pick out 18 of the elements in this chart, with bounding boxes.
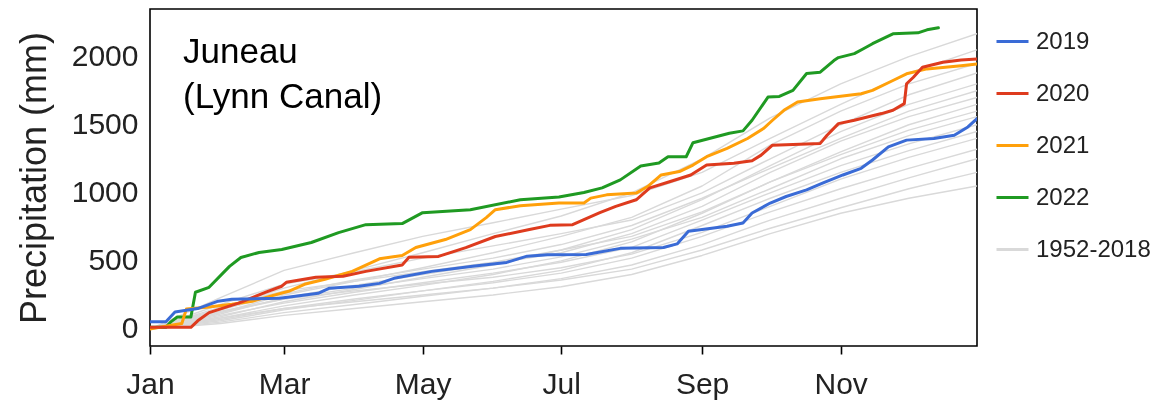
x-tick-label: Jul: [542, 366, 581, 400]
legend-label: 2019: [1036, 26, 1090, 54]
legend-label: 1952-2018: [1036, 234, 1151, 262]
y-tick-label: 1000: [71, 175, 139, 209]
legend-label: 2020: [1036, 78, 1090, 106]
y-tick-label: 0: [121, 311, 139, 345]
text: Juneau (Lynn Canal): [183, 31, 383, 115]
x-tick-label: Sep: [675, 366, 730, 400]
y-tick-label: 500: [88, 243, 139, 277]
x-tick-label: May: [394, 366, 452, 400]
legend-label: 2022: [1036, 182, 1090, 210]
x-tick-label: Nov: [814, 366, 868, 400]
x-tick-label: Mar: [258, 366, 311, 400]
x-tick-label: Jan: [126, 366, 175, 400]
legend-label: 2021: [1036, 130, 1090, 158]
y-axis-title: Precipitation (mm): [12, 31, 54, 325]
y-tick-label: 1500: [71, 107, 139, 141]
y-tick-label: 2000: [71, 39, 139, 73]
